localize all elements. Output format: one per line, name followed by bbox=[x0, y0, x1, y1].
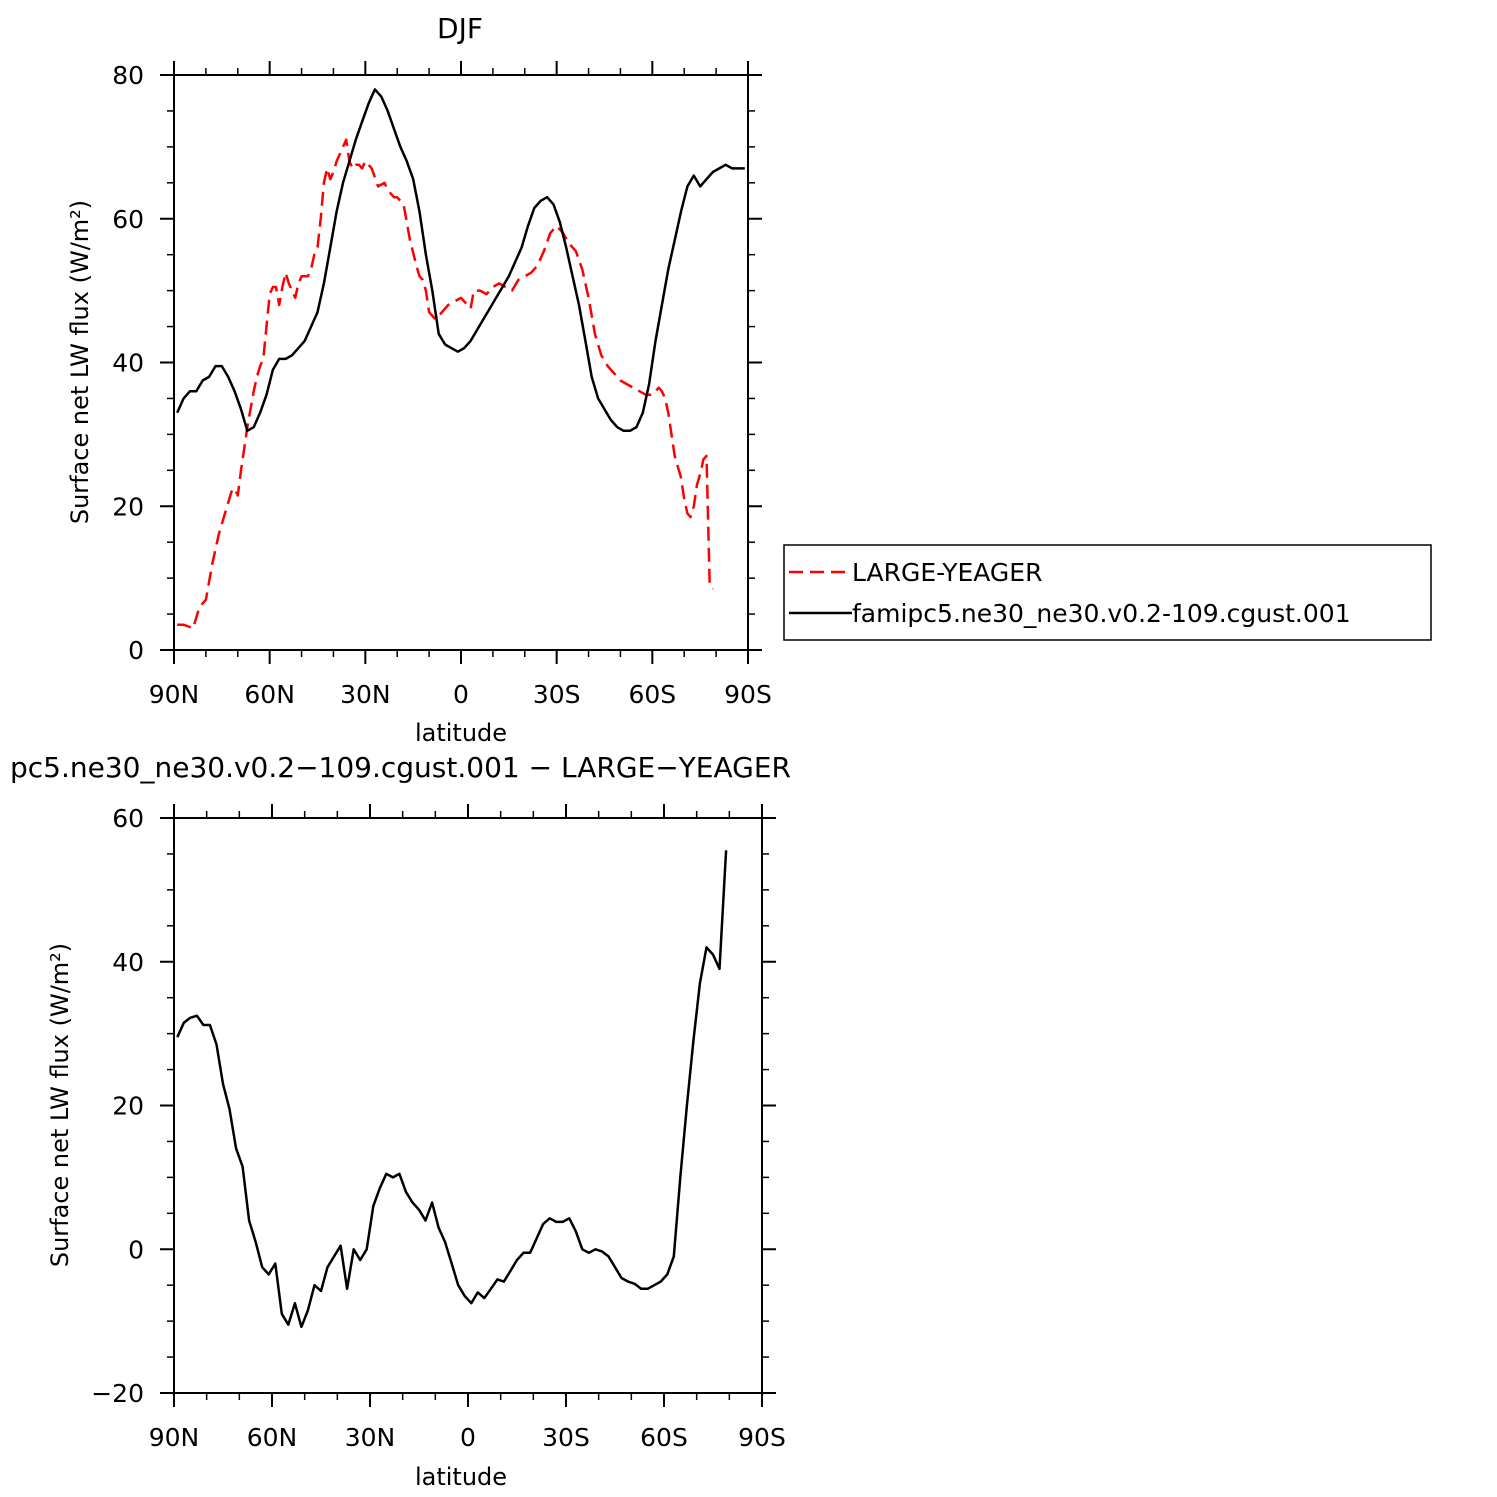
legend-box bbox=[783, 544, 1432, 641]
bottom-x-tick-label: 60N bbox=[247, 1423, 298, 1452]
top-y-tick-label: 40 bbox=[112, 349, 144, 378]
top-x-tick-label: 0 bbox=[453, 680, 469, 709]
bottom-plot-frame bbox=[173, 817, 763, 1394]
bottom-x-axis-title: latitude bbox=[415, 1463, 507, 1491]
top-axis-ticks bbox=[160, 61, 762, 664]
top-x-tick-label: 60N bbox=[244, 680, 295, 709]
legend: LARGE-YEAGER famipc5.ne30_ne30.v0.2-109.… bbox=[783, 544, 1432, 641]
bottom-x-tick-label: 30N bbox=[345, 1423, 396, 1452]
bottom-x-tick-label: 90S bbox=[738, 1423, 786, 1452]
bottom-panel: pc5.ne30_ne30.v0.2−109.cgust.001 − LARGE… bbox=[10, 751, 791, 1491]
bottom-x-tick-label: 30S bbox=[542, 1423, 590, 1452]
top-x-axis-title: latitude bbox=[415, 719, 507, 747]
bottom-series-line-0 bbox=[176, 850, 728, 1329]
bottom-plot-title: pc5.ne30_ne30.v0.2−109.cgust.001 − LARGE… bbox=[10, 751, 791, 784]
top-y-axis-title: Surface net LW flux (W/m²) bbox=[66, 200, 94, 524]
top-y-tick-label: 0 bbox=[128, 636, 144, 665]
bottom-y-tick-labels: −20 0 20 40 60 bbox=[91, 804, 144, 1408]
bottom-x-tick-label: 60S bbox=[640, 1423, 688, 1452]
top-series-line-1 bbox=[176, 88, 745, 433]
legend-label-large-yeager: LARGE-YEAGER bbox=[852, 558, 1042, 587]
top-series-group bbox=[176, 88, 745, 630]
bottom-y-tick-label: 40 bbox=[112, 948, 144, 977]
bottom-x-tick-label: 0 bbox=[460, 1423, 476, 1452]
top-x-tick-label: 30S bbox=[533, 680, 581, 709]
top-x-tick-label: 90S bbox=[724, 680, 772, 709]
bottom-y-tick-label: −20 bbox=[91, 1379, 144, 1408]
top-y-tick-labels: 0 20 40 60 80 bbox=[112, 61, 144, 665]
bottom-x-tick-labels: 90N 60N 30N 0 30S 60S 90S bbox=[149, 1423, 786, 1452]
top-y-tick-label: 20 bbox=[112, 492, 144, 521]
top-y-tick-label: 60 bbox=[112, 205, 144, 234]
top-x-tick-label: 90N bbox=[149, 680, 200, 709]
top-x-tick-label: 30N bbox=[340, 680, 391, 709]
bottom-y-tick-label: 20 bbox=[112, 1092, 144, 1121]
bottom-axis-ticks bbox=[160, 804, 776, 1407]
top-y-tick-label: 80 bbox=[112, 61, 144, 90]
top-series-line-0 bbox=[177, 138, 714, 630]
bottom-y-axis-title: Surface net LW flux (W/m²) bbox=[46, 943, 74, 1267]
bottom-x-tick-label: 90N bbox=[149, 1423, 200, 1452]
top-plot-frame bbox=[173, 74, 749, 651]
legend-label-famipc5: famipc5.ne30_ne30.v0.2-109.cgust.001 bbox=[852, 599, 1351, 628]
bottom-y-tick-label: 0 bbox=[128, 1235, 144, 1264]
top-plot-title: DJF bbox=[437, 12, 483, 45]
bottom-y-tick-label: 60 bbox=[112, 804, 144, 833]
top-x-tick-labels: 90N 60N 30N 0 30S 60S 90S bbox=[149, 680, 772, 709]
top-panel: DJF 90N 60N 30N 0 30S 60S 90S 0 20 40 60 80 latitu… bbox=[66, 12, 772, 747]
bottom-series-group bbox=[176, 850, 728, 1329]
top-x-tick-label: 60S bbox=[628, 680, 676, 709]
